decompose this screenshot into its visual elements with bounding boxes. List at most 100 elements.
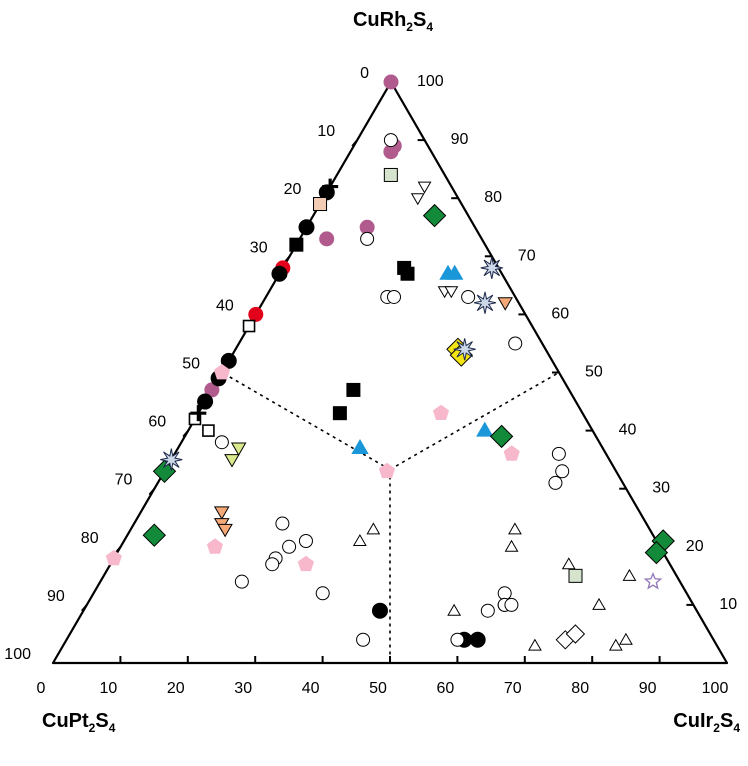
tick-label-bottom: 30 bbox=[234, 680, 252, 697]
boundary-line-2 bbox=[389, 371, 560, 471]
marker-triangle-down-open bbox=[410, 193, 425, 206]
tick-label-bottom: 100 bbox=[702, 680, 729, 697]
marker-triangle-down-filled bbox=[213, 506, 230, 520]
tick-label-left: 20 bbox=[284, 181, 302, 198]
marker-pentagon-filled bbox=[206, 538, 223, 554]
tick-label-left: 50 bbox=[182, 356, 200, 373]
marker-square-filled bbox=[383, 167, 398, 182]
tick-label-right: 100 bbox=[417, 73, 444, 90]
marker-circle-filled bbox=[359, 219, 375, 235]
marker-diamond-filled bbox=[142, 523, 167, 547]
marker-square-filled bbox=[289, 237, 304, 252]
marker-triangle-filled bbox=[351, 439, 369, 454]
marker-triangle-filled bbox=[476, 421, 494, 437]
marker-triangle-open bbox=[447, 603, 462, 616]
tick-label-bottom: 40 bbox=[302, 680, 320, 697]
marker-circle-filled bbox=[204, 382, 220, 398]
marker-square-filled bbox=[400, 266, 415, 281]
marker-circle-open bbox=[504, 597, 519, 612]
tick-label-right: 90 bbox=[451, 131, 469, 148]
marker-circle-filled bbox=[469, 631, 486, 648]
tick-label-bottom: 60 bbox=[437, 680, 455, 697]
tick-label-right: 30 bbox=[652, 480, 670, 497]
marker-star-burst bbox=[473, 291, 497, 314]
marker-circle-open bbox=[450, 632, 465, 647]
marker-circle-filled bbox=[371, 602, 388, 619]
marker-diamond-open bbox=[565, 624, 586, 644]
marker-circle-open bbox=[298, 533, 313, 548]
marker-circle-open bbox=[265, 557, 280, 572]
marker-triangle-open bbox=[504, 539, 519, 552]
marker-circle-filled bbox=[248, 306, 264, 322]
phase-boundaries bbox=[221, 371, 560, 664]
marker-triangle-down-filled bbox=[497, 297, 513, 311]
tick-label-bottom: 80 bbox=[571, 680, 589, 697]
axis-ticks: 0001010102020203030304040405050506060607… bbox=[4, 65, 737, 697]
tick-label-bottom: 20 bbox=[167, 680, 185, 697]
tick-label-bottom: 50 bbox=[369, 680, 387, 697]
marker-star-burst bbox=[160, 448, 183, 471]
marker-star-burst bbox=[453, 338, 476, 361]
marker-triangle-down-filled bbox=[230, 442, 247, 457]
marker-circle-open bbox=[555, 464, 570, 479]
marker-circle-open bbox=[461, 289, 476, 304]
marker-diamond-filled bbox=[422, 203, 447, 228]
boundary-line-1 bbox=[221, 371, 391, 471]
marker-triangle-open bbox=[528, 638, 542, 651]
marker-pentagon-filled bbox=[297, 555, 314, 572]
marker-circle-open bbox=[548, 475, 563, 490]
marker-square-filled bbox=[313, 197, 328, 212]
marker-circle-filled bbox=[383, 74, 399, 90]
tick-label-right: 10 bbox=[719, 596, 737, 613]
tick-label-left: 10 bbox=[317, 123, 335, 140]
marker-square-open bbox=[242, 319, 256, 333]
marker-circle-open bbox=[315, 586, 330, 601]
tick-left bbox=[114, 546, 122, 554]
marker-triangle-open bbox=[608, 638, 623, 651]
marker-pentagon-filled bbox=[378, 462, 395, 479]
marker-square-filled bbox=[568, 568, 583, 583]
tick-left bbox=[81, 604, 88, 612]
marker-square-filled bbox=[332, 406, 347, 421]
marker-triangle-filled bbox=[446, 264, 464, 280]
marker-pentagon-filled bbox=[213, 364, 231, 380]
tick-label-left: 60 bbox=[148, 414, 166, 431]
marker-triangle-open bbox=[592, 597, 606, 610]
tick-label-bottom: 90 bbox=[639, 680, 657, 697]
marker-pentagon-filled bbox=[432, 404, 450, 420]
marker-plus bbox=[190, 405, 207, 422]
marker-triangle-down-open bbox=[444, 286, 459, 299]
vertex-label-left: CuPt2S4 bbox=[42, 710, 116, 735]
marker-circle-open bbox=[360, 231, 375, 246]
tick-label-left: 30 bbox=[250, 239, 268, 256]
tick-label-bottom: 70 bbox=[504, 680, 522, 697]
marker-diamond-filled bbox=[489, 424, 514, 449]
marker-square-open bbox=[202, 424, 215, 437]
tick-label-bottom: 10 bbox=[100, 680, 118, 697]
tick-label-left: 70 bbox=[115, 472, 133, 489]
tick-label-right: 50 bbox=[585, 364, 603, 381]
marker-circle-filled bbox=[319, 231, 335, 247]
marker-diamond-filled bbox=[644, 540, 669, 565]
vertex-label-top: CuRh2S4 bbox=[353, 9, 433, 34]
marker-triangle-open bbox=[366, 522, 381, 535]
marker-triangle-open bbox=[352, 533, 367, 546]
marker-pentagon-filled bbox=[105, 549, 122, 566]
tick-label-right: 70 bbox=[518, 247, 536, 264]
marker-triangle-down-filled bbox=[224, 454, 240, 468]
vertex-label-right: CuIr2S4 bbox=[673, 710, 740, 735]
tick-label-left: 90 bbox=[47, 588, 65, 605]
marker-star-open bbox=[643, 571, 663, 590]
marker-circle-open bbox=[383, 133, 398, 148]
marker-triangle-open bbox=[508, 522, 522, 535]
marker-circle-filled bbox=[271, 265, 288, 282]
marker-triangle-open bbox=[561, 557, 576, 570]
tick-label-right: 20 bbox=[686, 538, 704, 555]
marker-triangle-down-filled bbox=[217, 523, 233, 538]
marker-circle-filled bbox=[298, 219, 315, 236]
marker-circle-open bbox=[282, 539, 297, 554]
tick-label-left: 0 bbox=[360, 65, 369, 82]
marker-circle-open bbox=[480, 603, 495, 618]
data-markers bbox=[105, 74, 675, 651]
